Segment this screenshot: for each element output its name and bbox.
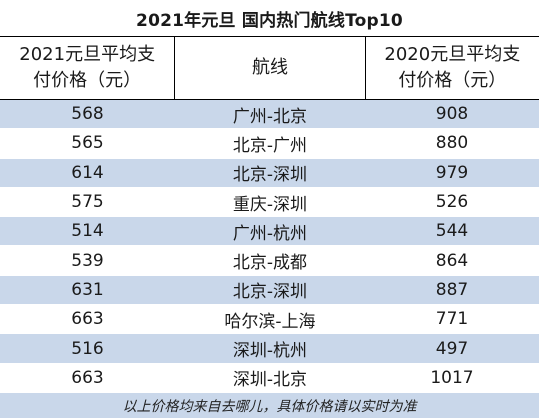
price-2021-cell: 516: [71, 338, 104, 359]
table-row: 663 深圳-北京 1017: [0, 363, 539, 393]
table-body: 568 广州-北京 908 565 北京-广州 880 614 北京-深圳 97…: [0, 100, 539, 393]
route-cell: 广州-杭州: [232, 223, 308, 244]
table-row: 568 广州-北京 908: [0, 100, 539, 130]
price-2021-cell: 575: [71, 192, 104, 213]
header-price-2021-line1: 2021元旦平均支: [19, 44, 156, 65]
price-2020-cell: 887: [435, 279, 469, 300]
header-price-2020-line2: 付价格（元）: [398, 70, 507, 91]
table-row: 614 北京-深圳 979: [0, 158, 539, 188]
route-cell: 哈尔滨-上海: [224, 311, 316, 332]
route-cell: 北京-成都: [232, 253, 308, 274]
table-row: 565 北京-广州 880: [0, 129, 539, 159]
price-2021-cell: 514: [71, 221, 104, 242]
table-row: 631 北京-深圳 887: [0, 275, 539, 306]
header-price-2020: 2020元旦平均支 付价格（元）: [366, 37, 539, 99]
table-row: 514 广州-杭州 544: [0, 217, 539, 247]
price-2020-cell: 526: [435, 192, 469, 213]
route-cell: 广州-北京: [232, 106, 308, 127]
price-2020-cell: 1017: [430, 367, 474, 388]
table-title: 2021年元旦 国内热门航线Top10: [0, 0, 539, 37]
price-2020-cell: 497: [435, 338, 469, 359]
table-row: 516 深圳-杭州 497: [0, 334, 539, 364]
route-cell: 深圳-杭州: [232, 341, 308, 362]
price-2020-cell: 880: [435, 133, 469, 154]
source-note: 以上价格均来自去哪儿，具体价格请以实时为准: [0, 393, 539, 418]
price-2021-cell: 614: [71, 162, 104, 183]
route-cell: 北京-广州: [232, 135, 308, 156]
table-row: 663 哈尔滨-上海 771: [0, 305, 539, 335]
price-2021-cell: 539: [71, 250, 104, 271]
price-2021-cell: 568: [71, 104, 104, 125]
header-route: 航线: [175, 37, 366, 99]
price-2020-cell: 908: [435, 104, 469, 125]
price-2021-cell: 631: [71, 279, 104, 300]
header-price-2020-line1: 2020元旦平均支: [384, 44, 521, 65]
price-2021-cell: 663: [71, 309, 104, 330]
header-price-2021: 2021元旦平均支 付价格（元）: [0, 37, 176, 99]
price-2020-cell: 544: [435, 221, 469, 242]
table-row: 539 北京-成都 864: [0, 246, 539, 276]
route-cell: 深圳-北京: [232, 370, 308, 391]
header-row: 2021元旦平均支 付价格（元） 航线 2020元旦平均支 付价格（元）: [0, 37, 539, 100]
route-cell: 重庆-深圳: [232, 194, 308, 215]
price-2021-cell: 565: [71, 133, 104, 154]
price-2020-cell: 979: [435, 162, 469, 183]
price-2020-cell: 864: [435, 250, 469, 271]
route-cell: 北京-深圳: [232, 282, 308, 303]
route-cell: 北京-深圳: [232, 165, 308, 186]
table-row: 575 重庆-深圳 526: [0, 187, 539, 218]
price-2020-cell: 771: [435, 309, 469, 330]
price-2021-cell: 663: [71, 367, 104, 388]
header-price-2021-line2: 付价格（元）: [33, 70, 142, 91]
